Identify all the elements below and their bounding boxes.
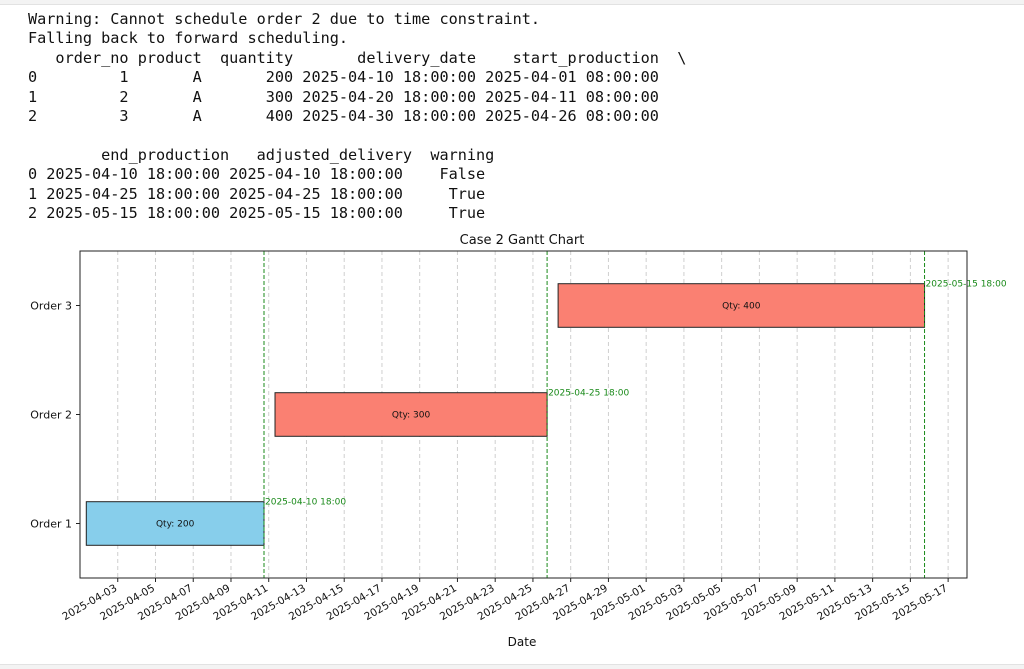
console-line: end_production adjusted_delivery warning [28,145,495,164]
bar-label: Qty: 300 [392,411,431,421]
console-line [28,126,686,145]
task-bars: Qty: 200 Qty: 300 Qty: 400 [85,283,926,546]
delivery-marker-label: 2025-04-25 18:00 [548,389,629,399]
console-line: 0 1 A 200 2025-04-10 18:00:00 2025-04-01… [28,68,659,87]
delivery-marker-label: 2025-04-10 18:00 [265,498,346,508]
x-axis-ticks: 2025-04-032025-04-052025-04-072025-04-09… [60,578,950,623]
console-line: Warning: Cannot schedule order 2 due to … [28,10,541,28]
y-axis-ticks: Order 1 Order 2 Order 3 [30,300,80,531]
bottom-border [0,664,1024,669]
console-output: Warning: Cannot schedule order 2 due to … [28,10,686,223]
chart-title: Case 2 Gantt Chart [460,233,585,248]
console-line: 0 2025-04-10 18:00:00 2025-04-10 18:00:0… [28,165,486,184]
console-line: 1 2 A 300 2025-04-20 18:00:00 2025-04-11… [28,87,659,106]
console-line: 2 2025-05-15 18:00:00 2025-05-15 18:00:0… [28,203,486,222]
y-tick-label: Order 3 [30,300,72,313]
y-tick-label: Order 2 [30,409,72,422]
task-bar [557,283,926,328]
bar-label: Qty: 200 [156,520,195,530]
top-border [0,0,1024,5]
console-line: order_no product quantity delivery_date … [28,48,687,67]
y-tick-label: Order 1 [30,518,72,531]
console-line: 1 2025-04-25 18:00:00 2025-04-25 18:00:0… [28,184,486,203]
bar-label: Qty: 400 [722,302,761,312]
delivery-markers: 2025-04-10 18:00 2025-04-25 18:00 2025-05-… [263,251,1007,578]
task-bar [274,392,548,437]
console-line: Falling back to forward scheduling. [28,29,349,48]
console-line: 2 3 A 400 2025-04-30 18:00:00 2025-04-26… [28,106,659,125]
delivery-marker-label: 2025-05-15 18:00 [926,280,1007,290]
x-axis-label: Date [508,635,537,649]
